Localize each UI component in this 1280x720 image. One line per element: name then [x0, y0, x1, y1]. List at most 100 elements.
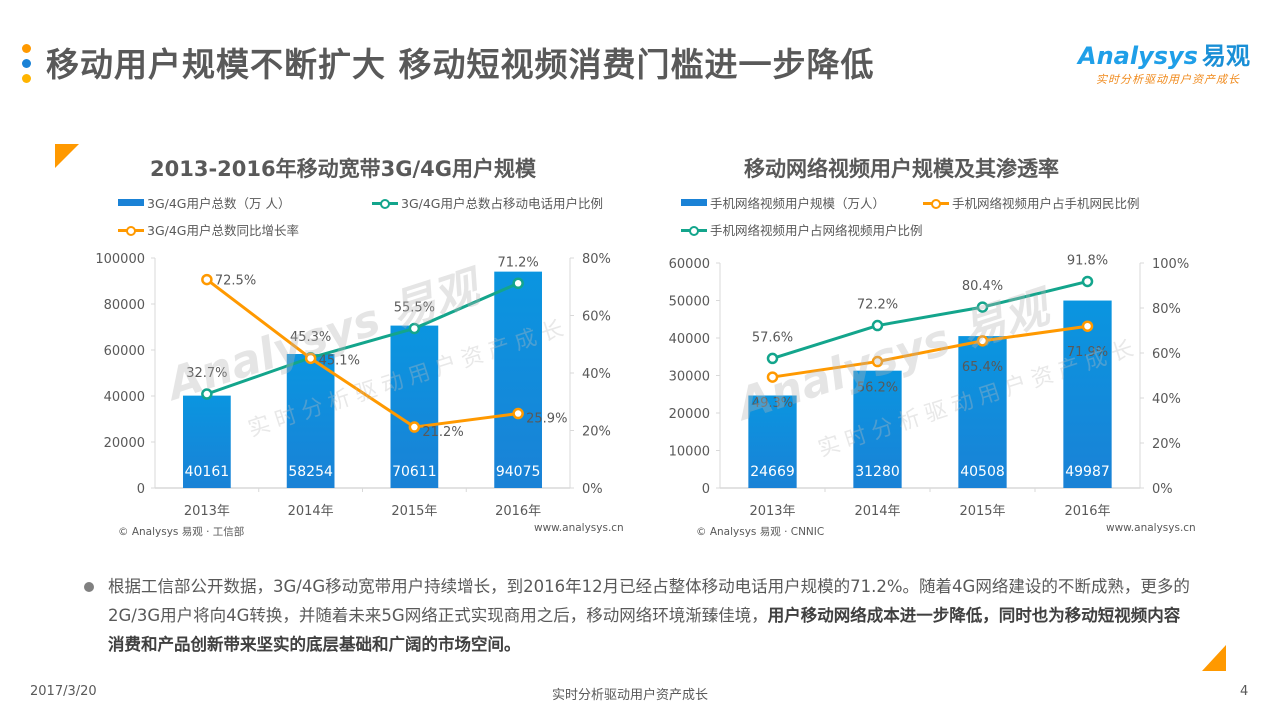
legend-label: 手机网络视频用户占手机网民比例	[952, 196, 1140, 211]
series-point-teal	[408, 322, 421, 335]
analysys-logo: Analysys 易观 实时分析驱动用户资产成长	[1078, 36, 1250, 87]
data-label-teal: 55.5%	[394, 300, 435, 315]
footer-tagline: 实时分析驱动用户资产成长	[552, 688, 709, 703]
bar-value-label: 70611	[392, 464, 437, 480]
legend-bar-swatch	[118, 199, 144, 206]
right-axis-tick-label: 80%	[1152, 302, 1181, 317]
bar-value-label: 24669	[750, 464, 795, 480]
title-dot-orange	[22, 44, 31, 53]
left-axis-tick-label: 60000	[669, 257, 710, 272]
data-label-teal: 80.4%	[962, 279, 1003, 294]
right-axis-tick-label: 0%	[582, 482, 603, 497]
chart1-site: www.analysys.cn	[534, 522, 624, 534]
series-line-orange	[205, 278, 519, 429]
left-axis-tick-label: 0	[702, 482, 710, 497]
title-dot-yellow	[22, 74, 31, 83]
chart2-source: © Analysys 易观 · CNNIC	[696, 526, 825, 538]
chart2-legend-item-teal: 手机网络视频用户占网络视频用户比例	[681, 220, 923, 239]
bar-value-label: 40508	[960, 464, 1005, 480]
series-point-orange	[766, 371, 779, 383]
legend-line-swatch	[372, 198, 398, 209]
legend-line-swatch	[923, 198, 949, 209]
series-point-orange	[512, 407, 524, 420]
data-label-orange: 56.2%	[857, 381, 898, 396]
title-dots	[22, 44, 34, 89]
left-axis-tick-label: 20000	[669, 407, 710, 422]
right-axis-tick-label: 60%	[582, 310, 611, 325]
data-label-orange: 21.2%	[422, 425, 463, 440]
x-axis-category-label: 2013年	[184, 504, 230, 519]
logo-text: Analysys	[1078, 42, 1198, 70]
bar	[286, 354, 335, 488]
series-point-teal	[1081, 275, 1094, 288]
series-point-orange	[304, 352, 317, 365]
series-point-teal	[201, 388, 213, 400]
data-label-orange: 25.9%	[526, 412, 567, 427]
left-axis-tick-label: 30000	[669, 370, 710, 385]
data-label-teal: 45.3%	[290, 330, 331, 345]
left-axis-tick-label: 0	[137, 482, 145, 497]
data-label-orange: 72.5%	[215, 274, 256, 289]
x-axis-category-label: 2014年	[288, 504, 334, 519]
right-axis-tick-label: 80%	[582, 252, 611, 267]
corner-triangle-decoration	[1202, 645, 1226, 671]
legend-label: 手机网络视频用户占网络视频用户比例	[710, 223, 923, 238]
x-axis-category-label: 2015年	[391, 504, 437, 519]
left-axis-tick-label: 80000	[104, 298, 145, 313]
data-label-teal: 32.7%	[186, 366, 227, 381]
chart2-title: 移动网络视频用户规模及其渗透率	[744, 157, 1059, 181]
footer-date: 2017/3/20	[30, 684, 97, 699]
x-axis-category-label: 2014年	[854, 504, 900, 519]
data-label-teal: 72.2%	[857, 298, 898, 313]
left-axis-tick-label: 10000	[669, 445, 710, 460]
chart2-site: www.analysys.cn	[1106, 522, 1196, 534]
chart1-source: © Analysys 易观 · 工信部	[118, 526, 245, 538]
legend-label: 手机网络视频用户规模（万人）	[710, 196, 886, 211]
bar	[390, 325, 439, 488]
data-label-teal: 71.2%	[497, 255, 538, 270]
right-axis-tick-label: 40%	[582, 367, 611, 382]
data-label-orange: 49.3%	[752, 396, 793, 411]
page-number: 4	[1240, 684, 1249, 699]
x-axis-category-label: 2015年	[959, 504, 1005, 519]
corner-triangle-decoration	[55, 144, 79, 168]
series-point-teal	[512, 277, 524, 290]
series-point-teal	[766, 352, 779, 365]
bar	[748, 395, 797, 488]
bar	[958, 336, 1007, 488]
page-title: 移动用户规模不断扩大 移动短视频消费门槛进一步降低	[46, 45, 875, 84]
right-axis-tick-label: 60%	[1152, 347, 1181, 362]
series-line-teal	[206, 281, 519, 396]
series-point-orange	[201, 273, 213, 286]
series-point-orange	[976, 335, 989, 347]
bar-value-label: 58254	[288, 464, 333, 480]
chart1-legend-item-orange: 3G/4G用户总数同比增长率	[118, 220, 299, 239]
series-point-orange	[408, 421, 421, 433]
left-axis-tick-label: 50000	[669, 295, 710, 310]
bullet-icon	[84, 582, 94, 592]
data-label-orange: 45.1%	[319, 353, 360, 368]
right-axis-tick-label: 100%	[1152, 257, 1189, 272]
right-axis-tick-label: 20%	[1152, 437, 1181, 452]
series-point-orange	[1081, 320, 1094, 332]
right-axis-tick-label: 0%	[1152, 482, 1173, 497]
data-label-orange: 71.9%	[1067, 345, 1108, 360]
bar-value-label: 94075	[496, 464, 541, 480]
legend-label: 3G/4G用户总数同比增长率	[147, 223, 299, 238]
x-axis-category-label: 2016年	[495, 504, 541, 519]
bar	[183, 395, 231, 488]
chart2-legend-item-orange: 手机网络视频用户占手机网民比例	[923, 193, 1140, 212]
chart2-legend-item-bar: 手机网络视频用户规模（万人）	[681, 193, 885, 212]
x-axis-category-label: 2013年	[749, 504, 795, 519]
summary-bullet: 根据工信部公开数据，3G/4G移动宽带用户持续增长，到2016年12月已经占整体…	[84, 572, 1196, 659]
summary-text-bold: 用户移动网络成本进一步降低，同时也为移动短视频内容消费和产品创新带来坚实的底层基…	[108, 606, 1181, 654]
bar	[853, 370, 902, 488]
data-label-teal: 91.8%	[1067, 253, 1108, 268]
legend-label: 3G/4G用户总数占移动电话用户比例	[401, 196, 603, 211]
data-label-orange: 65.4%	[962, 360, 1003, 375]
x-axis-category-label: 2016年	[1064, 504, 1110, 519]
logo-tagline: 实时分析驱动用户资产成长	[1096, 73, 1240, 86]
bar-value-label: 40161	[185, 464, 230, 480]
